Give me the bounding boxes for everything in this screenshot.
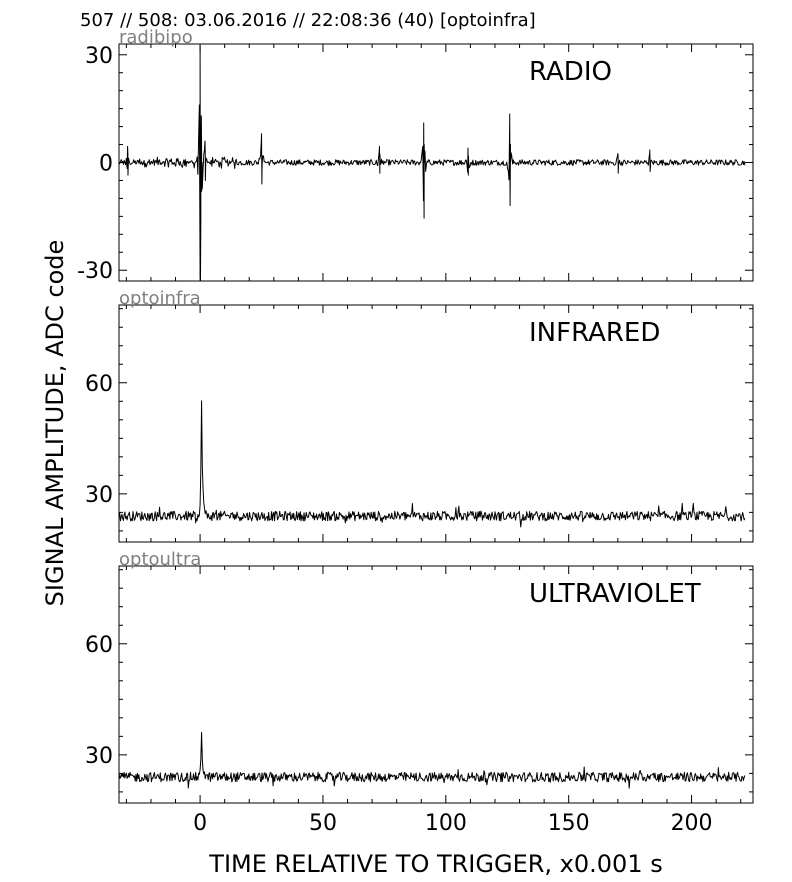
radio-y-tick-label: 0 <box>99 152 113 177</box>
radio-y-tick-label: 30 <box>85 44 113 69</box>
radio-y-tick-label: -30 <box>77 259 113 284</box>
ultraviolet-panel: 60 30 0 50 100 150 200 ULTRAVIOLET optoultra <box>85 549 754 836</box>
y-axis-label: SIGNAL AMPLITUDE, ADC code <box>41 240 69 607</box>
infrared-panel: 60 30 INFRARED optoinfra <box>85 288 754 543</box>
ultraviolet-title: ULTRAVIOLET <box>529 579 701 609</box>
ultraviolet-channel-label: optoultra <box>119 549 201 570</box>
radio-title: RADIO <box>529 57 612 87</box>
figure-header: 507 // 508: 03.06.2016 // 22:08:36 (40) … <box>80 10 536 31</box>
ultraviolet-y-tick-label: 60 <box>85 633 113 658</box>
radio-channel-label: radibipo <box>119 27 193 48</box>
x-axis-label: TIME RELATIVE TO TRIGGER, x0.001 s <box>208 850 662 878</box>
ultraviolet-x-tick-label: 0 <box>193 811 207 836</box>
ultraviolet-x-tick-label: 150 <box>548 811 590 836</box>
infrared-channel-label: optoinfra <box>119 288 201 309</box>
infrared-series-line <box>119 400 746 528</box>
infrared-y-tick-label: 60 <box>85 372 113 397</box>
infrared-title: INFRARED <box>529 318 660 348</box>
ultraviolet-series-line <box>119 731 746 789</box>
ultraviolet-x-tick-label: 50 <box>309 811 337 836</box>
infrared-trace-group <box>119 400 746 528</box>
ultraviolet-plot-frame <box>118 565 754 804</box>
radio-series-line <box>119 45 746 281</box>
ultraviolet-y-tick-label: 30 <box>85 744 113 769</box>
infrared-plot-frame <box>118 304 754 543</box>
ultraviolet-x-tick-label: 100 <box>425 811 467 836</box>
radio-panel: 30 0 -30 RADIO radibipo <box>77 27 754 284</box>
ultraviolet-trace-group <box>119 731 746 789</box>
ultraviolet-x-tick-label: 200 <box>671 811 713 836</box>
radio-trace-group <box>119 45 746 281</box>
chart-panels: 30 0 -30 RADIO radibipo 60 30 INFRARED optoinfra… <box>77 27 754 836</box>
infrared-y-tick-label: 30 <box>85 483 113 508</box>
